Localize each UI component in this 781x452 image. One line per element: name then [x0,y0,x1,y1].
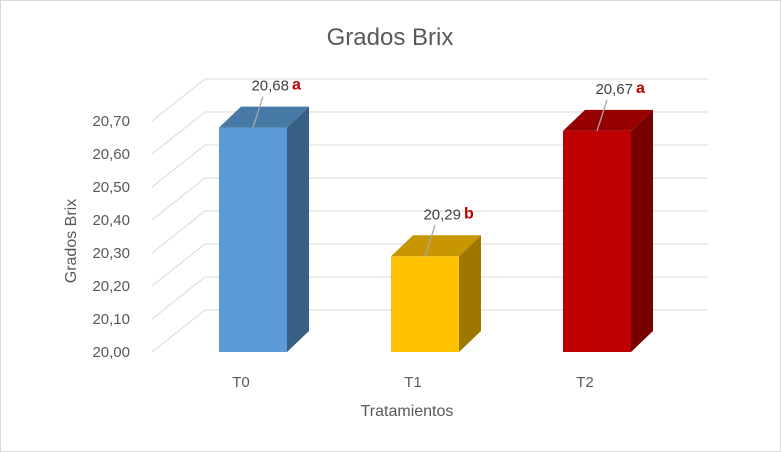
significance-letter: a [636,80,645,97]
significance-letter: a [292,77,301,94]
gridline [151,177,708,221]
y-tick-label: 20,60 [92,146,130,163]
y-tick-label: 20,20 [92,278,130,295]
y-tick-label: 20,00 [92,344,130,361]
x-tick-label: T0 [232,374,250,391]
y-tick-label: 20,40 [92,212,130,229]
x-axis-label: Tratamientos [361,403,454,420]
data-label-leader [252,96,264,128]
gridline [151,78,708,122]
gridline [151,210,708,254]
gridline [151,276,708,320]
gridline [151,243,708,287]
bar-top [563,109,653,131]
bar-side [287,106,309,352]
bar-side [459,235,481,352]
y-tick-label: 20,70 [92,113,130,130]
data-label: 20,68 [251,78,289,95]
y-tick-label: 20,30 [92,245,130,262]
bar-T1 [391,235,481,352]
bar-top [391,235,481,257]
y-tick-label: 20,10 [92,311,130,328]
bar-T0 [219,106,309,352]
x-tick-label: T1 [404,374,422,391]
bar-front [391,256,459,352]
data-label-leader [596,99,608,132]
gridline [151,111,708,155]
x-tick-label: T2 [576,374,594,391]
significance-letter: b [464,205,474,222]
y-tick-label: 20,50 [92,179,130,196]
data-label: 20,29 [423,206,461,223]
y-axis-label: Grados Brix [63,199,80,283]
gridline [151,144,708,188]
bar-front [219,127,287,352]
bar-side [631,109,653,353]
bar-T2 [563,109,653,353]
chart-title: Grados Brix [327,24,454,51]
data-label: 20,67 [595,81,633,98]
bar-top [219,106,309,128]
bar-front [563,130,631,352]
data-label-leader [424,225,436,257]
gridline [151,309,708,353]
